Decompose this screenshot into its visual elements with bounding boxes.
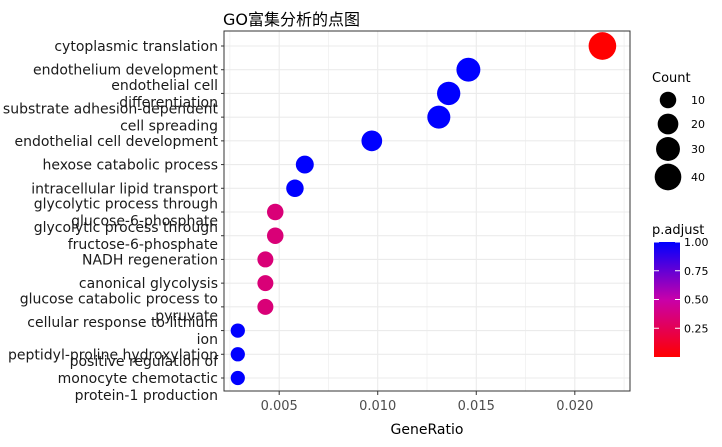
x-tick-label: 0.005	[261, 399, 298, 414]
color-legend-label: 0.50	[684, 294, 709, 307]
data-point	[257, 251, 274, 268]
x-tick-label: 0.020	[556, 399, 593, 414]
data-point	[230, 347, 245, 362]
y-tick-label: glycolytic process through glucose-6-phos…	[34, 197, 218, 230]
data-point	[230, 323, 245, 338]
color-legend-title: p.adjust	[652, 223, 704, 238]
size-legend-label: 10	[691, 94, 705, 107]
y-tick-label: positive regulation of monocyte chemotact…	[58, 354, 219, 404]
color-legend-label: 0.25	[684, 322, 709, 335]
data-point	[286, 179, 304, 198]
y-tick-label: substrate adhesion-dependent cell spreadi…	[3, 102, 219, 135]
y-tick-label: glycolytic process through fructose-6-pho…	[34, 220, 218, 253]
x-tick-label: 0.010	[359, 399, 396, 414]
size-legend-key	[659, 91, 677, 109]
color-legend-label: 1.00	[684, 236, 709, 249]
data-point	[266, 227, 284, 244]
data-point	[427, 105, 451, 129]
color-legend-label: 0.75	[684, 265, 709, 278]
data-point	[361, 130, 383, 152]
size-legend-label: 20	[691, 118, 705, 131]
y-tick-label: endothelial cell differentiation	[111, 78, 218, 111]
chart-title: GO富集分析的点图	[223, 10, 360, 29]
y-tick-label: cellular response to lithium ion	[27, 315, 218, 348]
data-point	[257, 275, 274, 292]
size-legend-key	[656, 137, 680, 161]
y-tick-label: hexose catabolic process	[42, 158, 218, 174]
y-tick-label: NADH regeneration	[82, 252, 218, 268]
data-point	[588, 32, 617, 60]
size-legend-title: Count	[652, 71, 691, 86]
x-tick-label: 0.015	[458, 399, 495, 414]
data-point	[257, 298, 274, 315]
y-tick-label: glucose catabolic process to pyruvate	[20, 291, 218, 324]
data-point	[266, 203, 284, 221]
size-legend-key	[654, 163, 682, 191]
y-tick-label: cytoplasmic translation	[54, 39, 218, 55]
size-legend-label: 30	[691, 143, 705, 156]
data-point	[437, 81, 461, 106]
y-tick-label: canonical glycolysis	[79, 276, 218, 292]
size-legend-key	[657, 113, 679, 135]
size-legend-label: 40	[691, 171, 705, 184]
data-point	[230, 370, 245, 386]
y-tick-label: endothelial cell development	[14, 134, 218, 150]
y-tick-label: intracellular lipid transport	[31, 181, 218, 197]
data-point	[456, 57, 481, 82]
x-axis-title: GeneRatio	[391, 422, 464, 438]
data-point	[295, 155, 314, 174]
plot-border	[223, 30, 631, 392]
y-tick-label: peptidyl-proline hydroxylation	[8, 347, 218, 363]
y-tick-label: endothelium development	[33, 63, 219, 79]
